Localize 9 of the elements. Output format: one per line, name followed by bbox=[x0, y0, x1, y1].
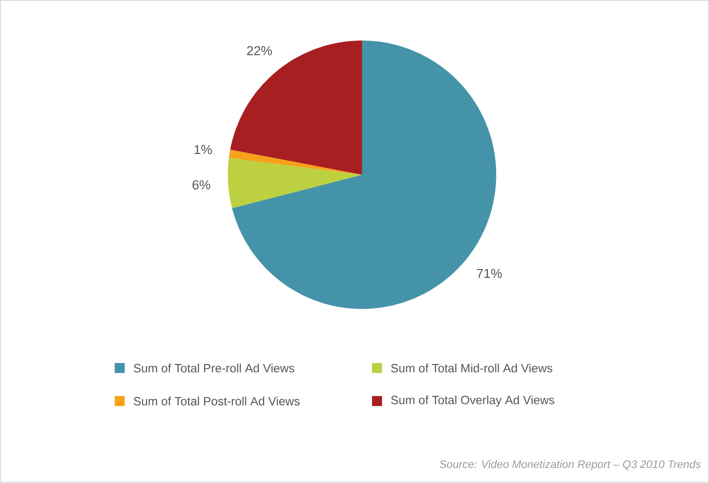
legend-label: Sum of Total Post-roll Ad Views bbox=[134, 396, 300, 406]
legend-label: Sum of Total Pre-roll Ad Views bbox=[134, 364, 294, 373]
data-label: 6% bbox=[192, 180, 210, 190]
legend-label: Sum of Total Mid-roll Ad Views bbox=[391, 364, 552, 373]
source-note: Source: Video Monetization Report – Q3 2010 Trends bbox=[440, 460, 701, 470]
data-label: 71% bbox=[476, 269, 502, 278]
data-label: 22% bbox=[247, 46, 272, 56]
data-label: 1% bbox=[194, 145, 212, 154]
legend-label: Sum of Total Overlay Ad Views bbox=[391, 396, 554, 407]
